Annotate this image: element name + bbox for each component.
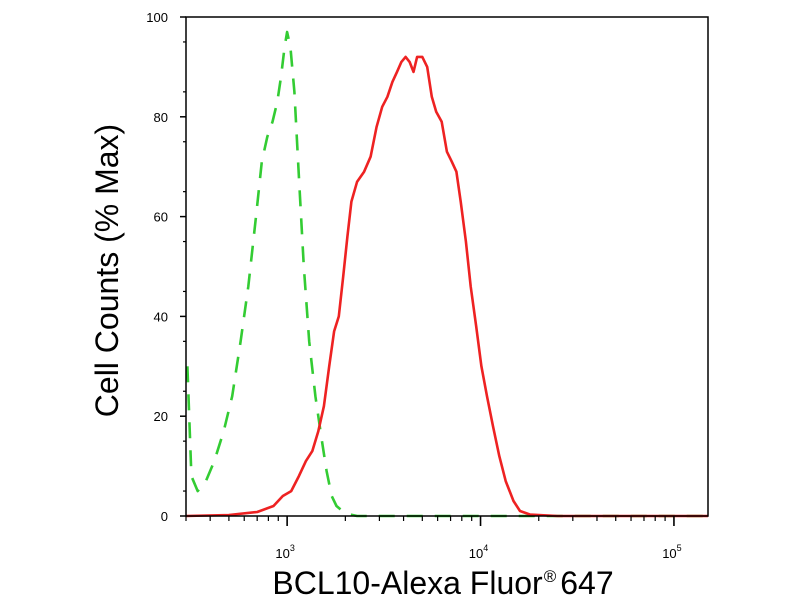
x-tick-base: 10 (469, 546, 483, 561)
y-axis-title: Cell Counts (% Max) (89, 124, 125, 417)
y-tick-label: 100 (146, 10, 168, 25)
plot-lines (185, 30, 708, 518)
x-tick-exponent: 3 (290, 543, 295, 553)
x-tick-exponent: 4 (483, 543, 488, 553)
y-axis: 0 20 40 60 80 100 (146, 10, 186, 524)
plot-frame (185, 16, 709, 517)
x-tick-base: 10 (275, 546, 289, 561)
x-tick-base: 10 (662, 546, 676, 561)
series-line-1 (185, 55, 708, 518)
x-tick-exponent: 5 (677, 543, 682, 553)
x-axis-title-tail: 647 (560, 565, 613, 600)
x-tick-label: 105 (662, 543, 681, 561)
x-axis-title-main: BCL10-Alexa Fluor (272, 565, 543, 600)
y-tick-label: 40 (154, 309, 168, 324)
x-axis-title: BCL10-Alexa Fluor® 647 (272, 565, 613, 600)
y-tick-label: 80 (154, 110, 168, 125)
x-tick-label: 104 (469, 543, 488, 561)
x-tick-label: 103 (275, 543, 294, 561)
y-tick-label: 0 (161, 509, 168, 524)
series-line-0 (186, 30, 708, 518)
x-axis: 103 104 105 (185, 516, 682, 561)
y-tick-label: 60 (154, 210, 168, 225)
y-tick-label: 20 (154, 409, 168, 424)
registered-mark: ® (544, 567, 557, 586)
